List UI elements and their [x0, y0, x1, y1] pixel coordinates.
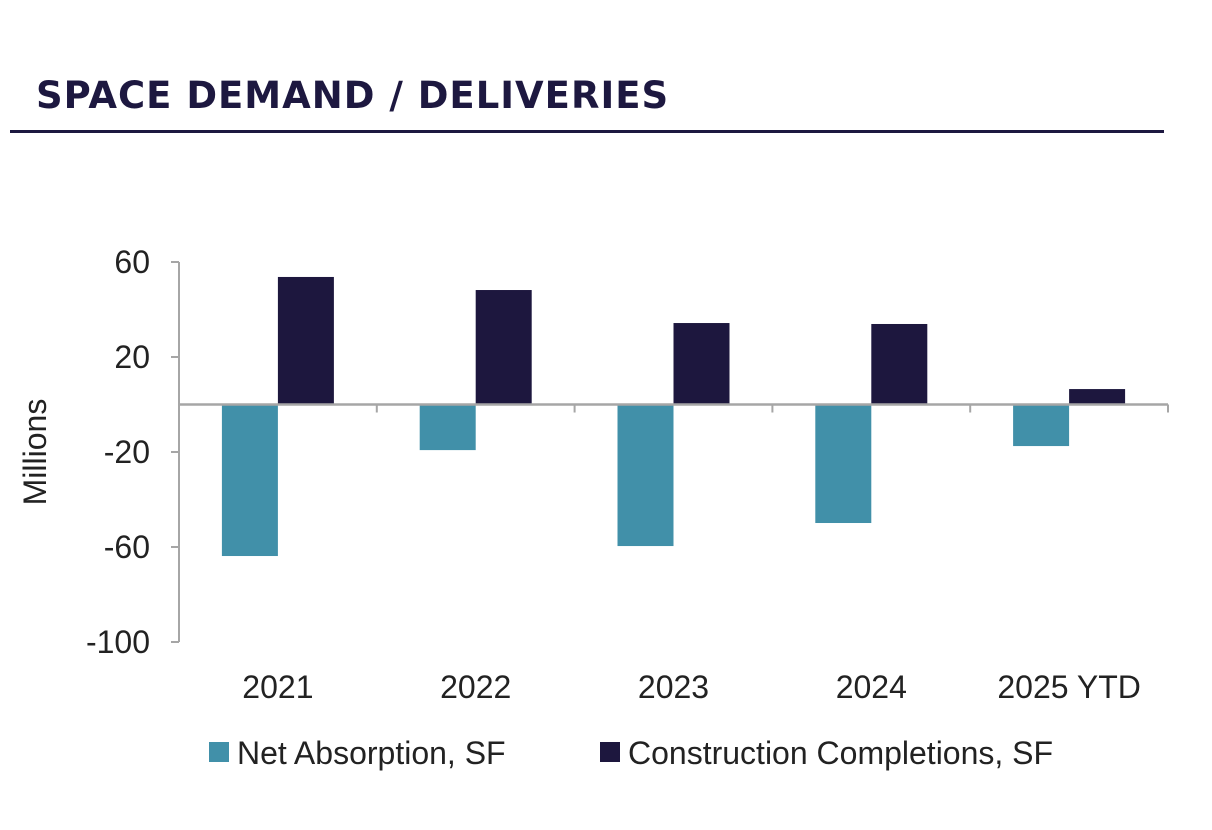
legend-swatch-net-absorption — [209, 742, 229, 762]
bar-net-absorption-2021 — [221, 404, 278, 557]
page-title: SPACE DEMAND / DELIVERIES — [36, 74, 670, 117]
bar-construction-completions-2024 — [871, 323, 928, 405]
legend-label: Net Absorption, SF — [237, 735, 506, 771]
legend-swatch-construction-completions — [600, 742, 620, 762]
bar-net-absorption-2025-ytd — [1013, 404, 1070, 447]
bar-net-absorption-2024 — [815, 404, 872, 524]
bar-construction-completions-2022 — [475, 290, 532, 405]
x-tick-label: 2024 — [836, 669, 907, 705]
y-axis-label: Millions — [17, 399, 53, 506]
x-tick-label: 2025 YTD — [997, 669, 1141, 705]
title-divider — [10, 130, 1164, 133]
y-tick-label: -60 — [104, 529, 150, 565]
bar-net-absorption-2022 — [419, 404, 476, 451]
x-tick-label: 2023 — [638, 669, 709, 705]
x-tick-label: 2022 — [440, 669, 511, 705]
bar-construction-completions-2021 — [277, 276, 334, 405]
y-tick-label: -100 — [86, 624, 150, 660]
y-tick-label: 60 — [114, 244, 150, 280]
legend-label: Construction Completions, SF — [628, 735, 1053, 771]
y-tick-label: -20 — [104, 434, 150, 470]
bar-construction-completions-2023 — [673, 323, 730, 405]
x-tick-label: 2021 — [242, 669, 313, 705]
bar-net-absorption-2023 — [617, 404, 674, 547]
y-tick-label: 20 — [114, 339, 150, 375]
bar-construction-completions-2025-ytd — [1069, 389, 1126, 405]
